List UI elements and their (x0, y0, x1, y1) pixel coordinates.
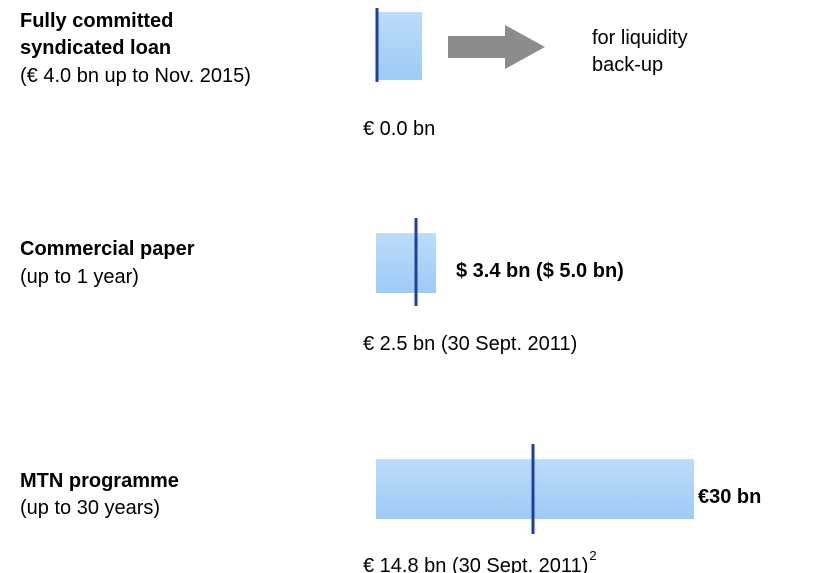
utilization-label: € 14.8 bn (30 Sept. 2011) (363, 555, 588, 573)
instrument-title: Fully committed (20, 10, 173, 32)
instrument-title: Commercial paper (20, 238, 195, 260)
footnote-marker: 2 (589, 548, 596, 563)
utilization-label: € 2.5 bn (30 Sept. 2011) (363, 333, 577, 355)
amount-label: $ 3.4 bn ($ 5.0 bn) (456, 260, 624, 282)
amount-label: €30 bn (698, 486, 761, 508)
instrument-subtitle: (up to 30 years) (20, 497, 160, 519)
instrument-subtitle: (up to 1 year) (20, 266, 139, 288)
instrument-subtitle: (€ 4.0 bn up to Nov. 2015) (20, 65, 251, 87)
facility-bar (376, 233, 436, 293)
note: for liquidity (592, 27, 688, 49)
facility-bar (376, 12, 422, 80)
facility-bar (376, 459, 694, 519)
instrument-title: syndicated loan (20, 37, 171, 59)
arrow (448, 25, 545, 69)
instrument-title: MTN programme (20, 470, 179, 492)
utilization-label: € 0.0 bn (363, 118, 435, 140)
note: back-up (592, 54, 663, 76)
